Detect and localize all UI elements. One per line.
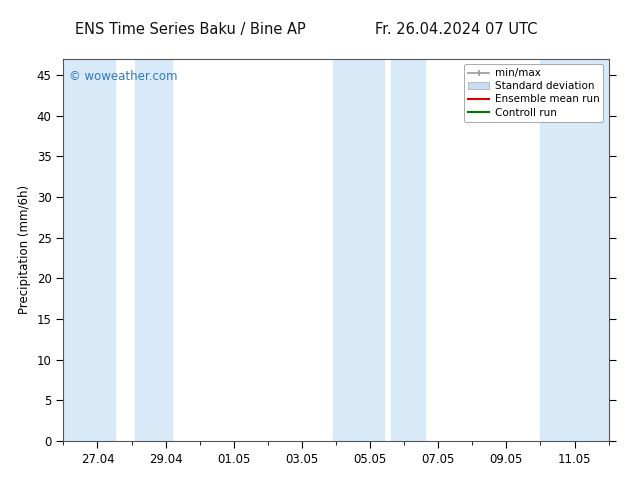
Bar	[540, 59, 609, 441]
Text: ENS Time Series Baku / Bine AP: ENS Time Series Baku / Bine AP	[75, 22, 306, 37]
Text: © woweather.com: © woweather.com	[69, 70, 178, 83]
Bar	[135, 59, 172, 441]
Bar	[333, 59, 384, 441]
Y-axis label: Precipitation (mm/6h): Precipitation (mm/6h)	[18, 185, 31, 315]
Legend: min/max, Standard deviation, Ensemble mean run, Controll run: min/max, Standard deviation, Ensemble me…	[464, 64, 604, 122]
Text: Fr. 26.04.2024 07 UTC: Fr. 26.04.2024 07 UTC	[375, 22, 538, 37]
Bar	[391, 59, 425, 441]
Bar	[63, 59, 115, 441]
